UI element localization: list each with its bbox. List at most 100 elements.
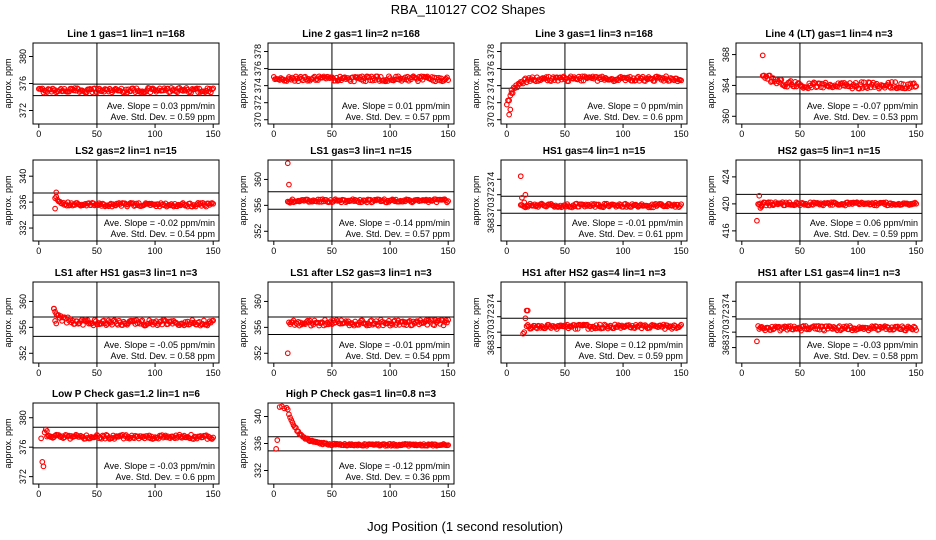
series-points xyxy=(38,426,217,470)
x-tick-label: 0 xyxy=(739,129,744,139)
y-tick-label: 368 xyxy=(486,340,496,355)
data-point xyxy=(757,205,764,211)
y-tick-label: 352 xyxy=(18,346,28,361)
std-dev-annotation: Ave. Std. Dev. = 0.36 ppm xyxy=(346,472,450,482)
panel-11: HS1 after HS2 gas=4 lin=1 n=3 0 50 100 150 36… xyxy=(471,268,689,378)
y-tick-label: 374 xyxy=(486,294,496,309)
x-tick-label: 0 xyxy=(504,368,509,378)
panel-9: LS1 after HS1 gas=3 lin=1 n=3 0 50 100 150 35… xyxy=(3,268,221,378)
y-axis-label: approx. ppm xyxy=(238,175,248,225)
panel-title: LS1 gas=3 lin=1 n=15 xyxy=(310,146,412,157)
slope-annotation: Ave. Slope = 0.06 ppm/min xyxy=(810,218,918,228)
x-tick-label: 100 xyxy=(148,489,163,499)
slope-annotation: Ave. Slope = -0.02 ppm/min xyxy=(104,218,215,228)
data-point xyxy=(71,85,78,91)
data-point xyxy=(524,307,531,314)
y-axis-label: approx. ppm xyxy=(3,58,13,108)
data-point xyxy=(678,77,685,84)
data-point xyxy=(546,201,553,208)
y-tick-label: 376 xyxy=(18,440,28,455)
data-point xyxy=(178,87,185,93)
x-tick-label: 50 xyxy=(795,368,805,378)
slope-annotation: Ave. Slope = 0 ppm/min xyxy=(587,101,683,111)
data-point xyxy=(289,419,296,426)
x-tick-label: 0 xyxy=(271,129,276,139)
std-dev-annotation: Ave. Std. Dev. = 0.6 ppm xyxy=(584,112,683,122)
x-tick-label: 150 xyxy=(441,489,456,499)
data-point xyxy=(508,87,515,93)
slope-annotation: Ave. Slope = -0.01 ppm/min xyxy=(339,340,450,350)
x-tick-label: 0 xyxy=(36,129,41,139)
data-point xyxy=(274,437,281,443)
series-points xyxy=(517,173,685,211)
data-point xyxy=(912,199,918,206)
y-axis-label: approx. ppm xyxy=(3,297,13,347)
y-tick-label: 352 xyxy=(253,224,263,239)
series-points xyxy=(754,323,920,345)
data-point xyxy=(852,79,859,86)
panel-title: HS1 gas=4 lin=1 n=15 xyxy=(543,146,646,157)
data-point xyxy=(170,203,177,210)
y-tick-label: 360 xyxy=(253,294,263,309)
data-point xyxy=(147,89,154,96)
data-point xyxy=(759,52,766,59)
y-tick-label: 332 xyxy=(253,463,263,478)
y-tick-label: 378 xyxy=(486,44,496,59)
y-axis-label: approx. ppm xyxy=(706,58,716,108)
x-tick-label: 50 xyxy=(327,368,337,378)
data-point xyxy=(762,199,768,206)
data-point xyxy=(815,200,822,207)
slope-annotation: Ave. Slope = -0.03 ppm/min xyxy=(104,461,215,471)
y-axis-label: approx. ppm xyxy=(706,297,716,347)
y-axis-label: approx. ppm xyxy=(238,297,248,347)
data-point xyxy=(287,199,293,206)
y-axis-label: approx. ppm xyxy=(471,58,481,108)
plot-frame xyxy=(500,281,688,364)
std-dev-annotation: Ave. Std. Dev. = 0.57 ppm xyxy=(346,112,450,122)
data-point xyxy=(521,329,528,335)
x-tick-label: 150 xyxy=(909,246,924,256)
y-tick-label: 372 xyxy=(486,95,496,110)
y-tick-label: 376 xyxy=(18,76,28,91)
panel-title: Line 1 gas=1 lin=1 n=168 xyxy=(67,29,185,40)
y-tick-label: 370 xyxy=(253,112,263,127)
x-tick-label: 0 xyxy=(504,246,509,256)
data-point xyxy=(210,434,217,441)
data-point xyxy=(754,338,760,345)
y-tick-label: 340 xyxy=(18,169,28,184)
y-tick-label: 374 xyxy=(253,78,263,93)
std-dev-annotation: Ave. Std. Dev. = 0.54 ppm xyxy=(346,351,450,361)
data-point xyxy=(913,327,920,333)
std-dev-annotation: Ave. Std. Dev. = 0.58 ppm xyxy=(814,351,918,361)
y-tick-label: 368 xyxy=(486,218,496,233)
data-point xyxy=(584,203,590,209)
data-point xyxy=(312,77,319,83)
x-tick-label: 0 xyxy=(739,246,744,256)
slope-annotation: Ave. Slope = -0.03 ppm/min xyxy=(807,340,918,350)
data-point xyxy=(53,320,60,327)
data-point xyxy=(815,323,822,329)
data-point xyxy=(553,74,560,81)
data-point xyxy=(284,160,291,167)
series-points xyxy=(759,52,920,92)
data-point xyxy=(445,317,452,323)
slope-annotation: Ave. Slope = -0.07 ppm/min xyxy=(807,101,918,111)
y-tick-label: 370 xyxy=(721,325,731,340)
series-points xyxy=(503,73,685,118)
plot-frame xyxy=(32,159,220,242)
series-points xyxy=(520,307,685,337)
data-point xyxy=(283,404,290,411)
std-dev-annotation: Ave. Std. Dev. = 0.57 ppm xyxy=(346,229,450,239)
y-tick-label: 374 xyxy=(486,78,496,93)
data-point xyxy=(286,411,292,418)
y-axis-label: approx. ppm xyxy=(471,297,481,347)
slope-annotation: Ave. Slope = -0.01 ppm/min xyxy=(572,218,683,228)
x-tick-label: 50 xyxy=(92,489,102,499)
x-tick-label: 100 xyxy=(383,129,398,139)
data-point xyxy=(913,83,920,90)
data-point xyxy=(304,317,311,324)
data-point xyxy=(61,314,68,321)
y-tick-label: 372 xyxy=(486,309,496,324)
plot-frame xyxy=(500,159,688,242)
y-tick-label: 420 xyxy=(721,196,731,211)
